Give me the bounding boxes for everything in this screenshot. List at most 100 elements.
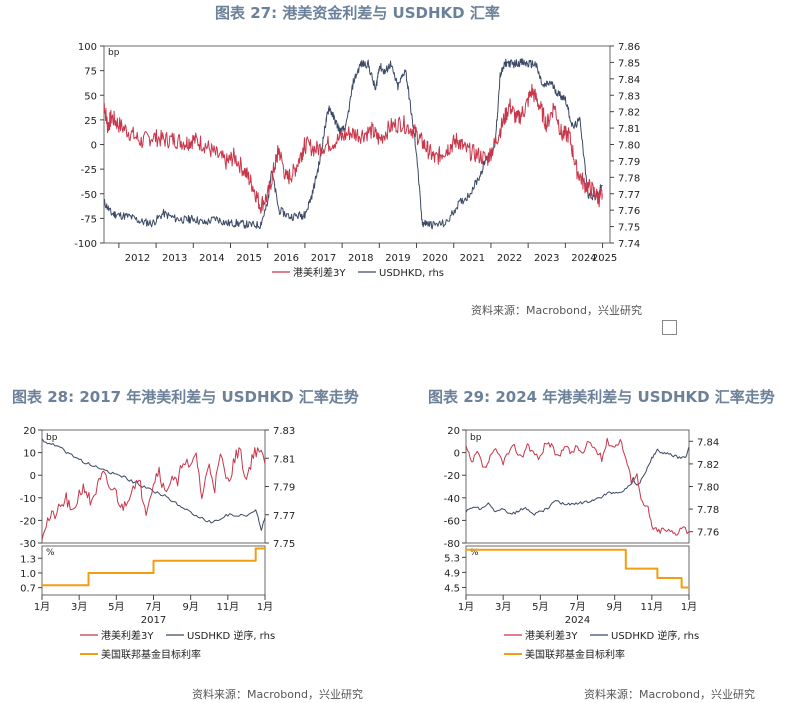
fig28-x-tick-label: 1月 <box>257 601 273 613</box>
figure-27-title: 图表 27: 港美资金利差与 USDHKD 汇率 <box>215 4 500 22</box>
fig27-left-tick-label: 0 <box>91 141 97 152</box>
fig29-lower-frame <box>465 545 690 596</box>
fig28-lower-unit: % <box>46 548 55 558</box>
fig27-left-tick-label: 25 <box>84 116 97 127</box>
fig27-left-tick-label: -75 <box>81 214 97 225</box>
fig28-fedrate-line <box>42 547 265 587</box>
fig27-x-tick-label: 2025 <box>592 253 617 264</box>
fig28-x-tick-label: 9月 <box>182 601 198 613</box>
fig27-left-tick-label: -100 <box>74 239 97 250</box>
fig29-left-tick-label: 0 <box>454 449 460 460</box>
fig27-right-tick-label: 7.81 <box>618 124 640 135</box>
fig28-right-tick-label: 7.83 <box>273 426 295 437</box>
fig27-x-tick-label: 2014 <box>199 253 224 264</box>
fig29-x-tick-label: 9月 <box>606 601 622 613</box>
figure-27-source: 资料来源：Macrobond，兴业研究 <box>471 304 642 317</box>
fig28-right-tick-label: 7.79 <box>273 483 295 494</box>
fig27-x-tick-label: 2021 <box>460 253 485 264</box>
fig27-right-tick-label: 7.85 <box>618 58 640 69</box>
fig28-lower-tick-label: 1.0 <box>20 569 36 580</box>
fig28-legend-usdhkd-label: USDHKD 逆序, rhs <box>187 629 275 642</box>
fig29-x-tick-label: 3月 <box>495 601 511 613</box>
fig27-left-tick-label: 100 <box>78 42 97 53</box>
fig27-x-tick-label: 2016 <box>274 253 299 264</box>
fig28-left-tick-label: 20 <box>23 426 36 437</box>
fig27-right-tick-label: 7.82 <box>618 108 640 119</box>
fig28-left-tick-label: 0 <box>30 471 36 482</box>
fig28-left-tick-label: -10 <box>20 494 36 505</box>
fig29-left-tick-label: 20 <box>447 426 460 437</box>
fig29-lower-tick-label: 4.9 <box>444 568 460 579</box>
fig27-right-tick-label: 7.86 <box>618 42 640 53</box>
fig29-right-tick-label: 7.78 <box>697 505 719 516</box>
fig29-left-unit: bp <box>470 433 482 443</box>
fig28-lower-tick-label: 1.3 <box>20 554 36 565</box>
fig27-left-tick-label: -50 <box>81 190 97 201</box>
fig27-legend-spread-label: 港美利差3Y <box>293 266 346 279</box>
fig28-x-year-label: 2017 <box>141 615 166 626</box>
fig29-right-tick-label: 7.84 <box>697 437 719 448</box>
fig27-left-tick-label: 75 <box>84 67 97 78</box>
fig29-right-tick-label: 7.82 <box>697 460 719 471</box>
fig28-x-tick-label: 11月 <box>216 601 239 613</box>
fig29-legend-spread-label: 港美利差3Y <box>525 629 578 642</box>
figure-29-source: 资料来源：Macrobond，兴业研究 <box>584 688 755 701</box>
fig27-right-tick-label: 7.84 <box>618 75 640 86</box>
fig27-x-tick-label: 2023 <box>534 253 559 264</box>
fig27-right-tick-label: 7.74 <box>618 239 640 250</box>
fig27-x-tick-label: 2019 <box>385 253 410 264</box>
figure-29-title: 图表 29: 2024 年港美利差与 USDHKD 汇率走势 <box>428 388 775 406</box>
fig29-lower-unit: % <box>470 548 479 558</box>
fig27-x-tick-label: 2020 <box>422 253 447 264</box>
fig29-spread-line <box>465 437 690 536</box>
checkbox-icon <box>662 320 677 335</box>
fig29-x-tick-label: 1月 <box>681 601 697 613</box>
fig29-right-tick-label: 7.80 <box>697 483 719 494</box>
fig28-x-tick-label: 1月 <box>34 601 50 613</box>
fig27-spread-line <box>103 83 603 214</box>
fig28-spread-line <box>41 447 266 541</box>
fig28-usdhkd-line <box>41 438 266 531</box>
fig28-x-tick-label: 5月 <box>108 601 124 613</box>
fig29-fedrate-line <box>466 548 689 589</box>
fig29-x-tick-label: 5月 <box>532 601 548 613</box>
fig29-lower-tick-label: 5.3 <box>444 553 460 564</box>
fig27-right-tick-label: 7.78 <box>618 173 640 184</box>
fig27-right-tick-label: 7.75 <box>618 223 640 234</box>
fig27-x-tick-label: 2017 <box>311 253 336 264</box>
fig27-x-tick-label: 2012 <box>125 253 150 264</box>
fig28-lower-tick-label: 0.7 <box>20 584 36 595</box>
figure-28-source: 资料来源：Macrobond，兴业研究 <box>192 688 363 701</box>
fig28-left-tick-label: 10 <box>23 449 36 460</box>
fig29-legend-usdhkd-label: USDHKD 逆序, rhs <box>611 629 699 642</box>
fig28-legend-spread-label: 港美利差3Y <box>101 629 154 642</box>
fig28-right-tick-label: 7.81 <box>273 454 295 465</box>
fig29-right-tick-label: 7.76 <box>697 528 719 539</box>
fig28-right-tick-label: 7.75 <box>273 539 295 550</box>
fig27-right-tick-label: 7.77 <box>618 190 640 201</box>
fig27-x-tick-label: 2024 <box>571 253 596 264</box>
fig29-left-tick-label: -40 <box>444 494 460 505</box>
fig27-right-tick-label: 7.83 <box>618 91 640 102</box>
fig27-right-tick-label: 7.76 <box>618 206 640 217</box>
fig29-x-tick-label: 11月 <box>640 601 663 613</box>
fig27-x-tick-label: 2013 <box>162 253 187 264</box>
fig27-right-tick-label: 7.80 <box>618 141 640 152</box>
fig27-left-tick-label: -25 <box>81 165 97 176</box>
fig27-usdhkd-line <box>103 58 603 230</box>
fig29-x-tick-label: 7月 <box>569 601 585 613</box>
fig29-usdhkd-line <box>465 446 690 516</box>
fig29-x-tick-label: 1月 <box>458 601 474 613</box>
fig27-x-tick-label: 2022 <box>497 253 522 264</box>
fig27-x-tick-label: 2015 <box>236 253 261 264</box>
figure-28-title: 图表 28: 2017 年港美利差与 USDHKD 汇率走势 <box>12 388 359 406</box>
fig28-x-tick-label: 7月 <box>145 601 161 613</box>
fig28-left-tick-label: -30 <box>20 539 36 550</box>
fig27-left-tick-label: 50 <box>84 91 97 102</box>
fig27-right-tick-label: 7.79 <box>618 157 640 168</box>
fig28-legend-fedrate-label: 美国联邦基金目标利率 <box>101 648 201 661</box>
fig29-left-tick-label: -80 <box>444 539 460 550</box>
fig29-left-tick-label: -20 <box>444 471 460 482</box>
fig27-legend-usdhkd-label: USDHKD, rhs <box>379 268 444 279</box>
